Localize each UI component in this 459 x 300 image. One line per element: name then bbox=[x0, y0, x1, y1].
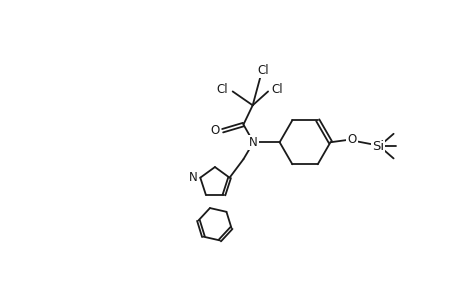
Text: O: O bbox=[347, 134, 356, 146]
Text: Cl: Cl bbox=[271, 83, 283, 96]
Text: Cl: Cl bbox=[216, 82, 227, 96]
Text: N: N bbox=[248, 136, 257, 149]
Text: Si: Si bbox=[371, 140, 383, 153]
Text: N: N bbox=[189, 171, 197, 184]
Text: Cl: Cl bbox=[256, 64, 268, 77]
Text: O: O bbox=[210, 124, 219, 137]
